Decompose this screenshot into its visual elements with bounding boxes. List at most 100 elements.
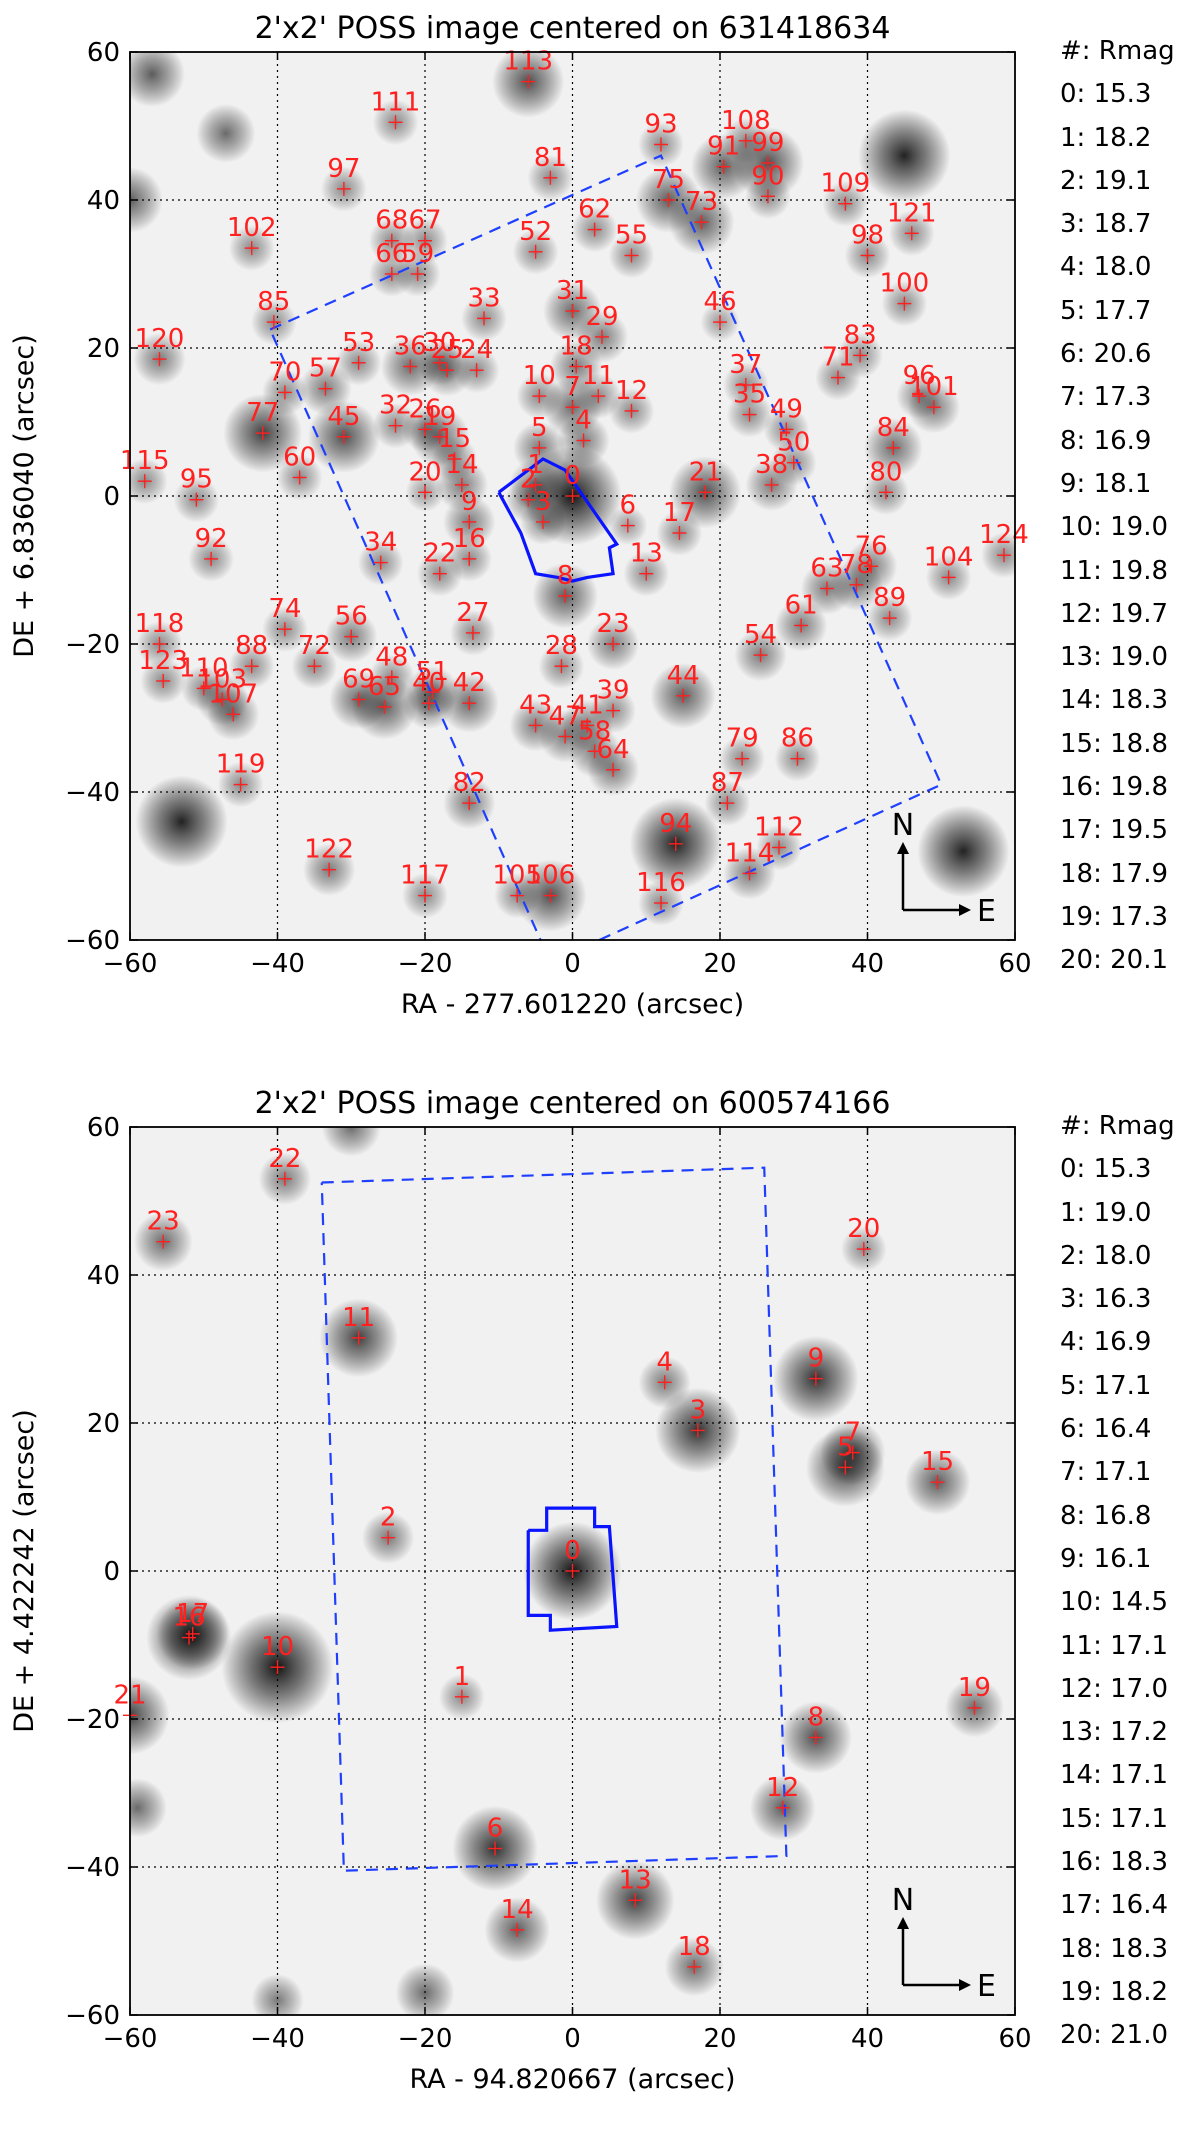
star-label: 87: [711, 768, 744, 798]
star-84: 84: [877, 413, 910, 455]
star-20: 20: [408, 457, 442, 500]
star-label: 99: [751, 128, 784, 158]
x-tick-label: 60: [998, 2024, 1031, 2054]
legend-entry: 0: 15.3: [1060, 1154, 1152, 1185]
star-28: 28: [545, 631, 578, 674]
star-label: 45: [327, 402, 360, 432]
star-label: 106: [526, 861, 576, 891]
star-50: 50: [777, 428, 810, 470]
legend-entry: 8: 16.8: [1060, 1500, 1152, 1531]
compass-north-label: N: [892, 1883, 914, 1918]
star-label: 75: [652, 165, 685, 195]
star-label: 31: [556, 276, 589, 306]
star-75: 75: [652, 165, 685, 207]
star-label: 4: [575, 406, 592, 436]
star-101: 101: [909, 372, 959, 415]
star-label: 50: [777, 428, 810, 458]
y-axis-label: DE + 6.836040 (arcsec): [9, 334, 40, 658]
star-label: 38: [755, 450, 788, 480]
image-blob: [130, 1778, 167, 1838]
star-label: 12: [615, 376, 648, 406]
y-tick-label: −20: [65, 630, 120, 660]
image-blob: [135, 775, 228, 868]
star-11: 11: [582, 361, 615, 404]
star-label: 103: [197, 665, 247, 695]
star-label: 93: [644, 110, 677, 140]
star-58: 58: [578, 716, 611, 759]
slit-outline: [269, 154, 943, 940]
star-label: 112: [754, 813, 804, 843]
star-label: 23: [597, 609, 630, 639]
legend-entry: 1: 18.2: [1060, 122, 1152, 153]
star-26: 26: [408, 394, 442, 437]
star-47: 47: [549, 702, 582, 744]
star-73: 73: [685, 187, 718, 230]
star-25: 25: [431, 335, 464, 378]
legend-entry: 12: 19.7: [1060, 598, 1168, 629]
star-45: 45: [327, 402, 360, 444]
legend-entry: 2: 19.1: [1060, 165, 1152, 196]
star-label: 54: [744, 620, 777, 650]
legend-header: #: Rmag: [1060, 1111, 1175, 1141]
image-blob: [251, 1974, 304, 2015]
star-115: 115: [120, 446, 170, 489]
star-62: 62: [578, 195, 611, 237]
legend-entry: 17: 19.5: [1060, 815, 1168, 846]
star-label: 8: [557, 561, 574, 591]
star-label: 20: [408, 457, 441, 487]
star-103: 103: [197, 665, 247, 707]
instrument-footprint: [526, 1506, 619, 1632]
instrument-footprint: [497, 457, 620, 583]
legend-entry: 4: 16.9: [1060, 1327, 1152, 1358]
star-label: 46: [703, 287, 736, 317]
star-5: 5: [837, 1432, 854, 1475]
star-72: 72: [298, 631, 331, 674]
star-14: 14: [445, 450, 478, 492]
x-axis-label: RA - 277.601220 (arcsec): [401, 989, 744, 1020]
x-tick-label: 60: [998, 949, 1031, 979]
star-40: 40: [412, 668, 445, 711]
star-107: 107: [208, 679, 258, 722]
star-116: 116: [636, 868, 686, 910]
star-label: 115: [120, 446, 170, 476]
legend-entry: 0: 15.3: [1060, 79, 1152, 110]
legend-entry: 13: 17.2: [1060, 1717, 1168, 1748]
star-83: 83: [844, 320, 877, 363]
legend-entry: 13: 19.0: [1060, 642, 1168, 673]
star-label: 73: [685, 187, 718, 217]
star-label: 11: [582, 361, 615, 391]
star-label: 52: [519, 217, 552, 247]
star-34: 34: [364, 528, 397, 570]
star-7: 7: [564, 372, 581, 415]
star-label: 21: [689, 457, 722, 487]
legend-entry: 9: 16.1: [1060, 1543, 1152, 1574]
x-tick-label: 0: [564, 2024, 581, 2054]
star-label: 95: [180, 465, 213, 495]
star-label: 32: [379, 391, 412, 421]
star-label: 101: [909, 372, 959, 402]
compass-north-label: N: [892, 808, 914, 843]
legend-entry: 12: 17.0: [1060, 1673, 1168, 1704]
legend-entry: 16: 18.3: [1060, 1847, 1168, 1878]
star-19: 19: [958, 1673, 991, 1715]
star-91: 91: [707, 132, 740, 174]
star-33: 33: [467, 283, 501, 326]
star-89: 89: [873, 583, 906, 626]
star-label: 17: [176, 1599, 209, 1629]
star-106: 106: [526, 861, 576, 903]
star-label: 70: [268, 357, 301, 387]
star-78: 78: [840, 550, 873, 592]
star-49: 49: [770, 394, 803, 437]
star-label: 91: [707, 132, 740, 162]
star-label: 49: [770, 394, 803, 424]
star-16: 16: [172, 1603, 206, 1645]
star-label: 40: [412, 668, 445, 698]
star-label: 20: [847, 1214, 880, 1244]
star-87: 87: [711, 768, 744, 811]
x-tick-label: −20: [398, 949, 453, 979]
star-label: 12: [766, 1773, 799, 1803]
star-53: 53: [342, 328, 375, 370]
legend-header: #: Rmag: [1060, 36, 1175, 66]
star-17: 17: [176, 1599, 209, 1641]
